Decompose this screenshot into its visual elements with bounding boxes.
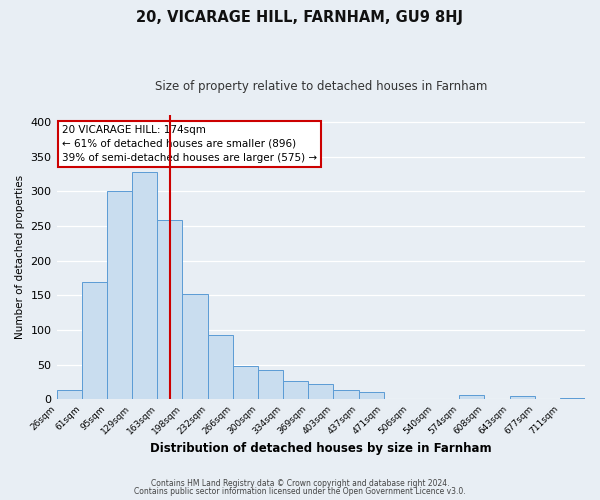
Bar bbox=[233, 366, 258, 400]
Bar bbox=[107, 192, 132, 400]
X-axis label: Distribution of detached houses by size in Farnham: Distribution of detached houses by size … bbox=[150, 442, 491, 455]
Bar bbox=[132, 172, 157, 400]
Bar bbox=[182, 294, 208, 400]
Bar bbox=[157, 220, 182, 400]
Bar bbox=[560, 398, 585, 400]
Text: Contains HM Land Registry data © Crown copyright and database right 2024.: Contains HM Land Registry data © Crown c… bbox=[151, 478, 449, 488]
Bar bbox=[82, 282, 107, 400]
Bar bbox=[459, 394, 484, 400]
Bar bbox=[56, 390, 82, 400]
Text: Contains public sector information licensed under the Open Government Licence v3: Contains public sector information licen… bbox=[134, 487, 466, 496]
Bar bbox=[359, 392, 383, 400]
Text: 20 VICARAGE HILL: 174sqm
← 61% of detached houses are smaller (896)
39% of semi-: 20 VICARAGE HILL: 174sqm ← 61% of detach… bbox=[62, 125, 317, 163]
Title: Size of property relative to detached houses in Farnham: Size of property relative to detached ho… bbox=[155, 80, 487, 93]
Text: 20, VICARAGE HILL, FARNHAM, GU9 8HJ: 20, VICARAGE HILL, FARNHAM, GU9 8HJ bbox=[137, 10, 464, 25]
Bar bbox=[258, 370, 283, 400]
Bar bbox=[308, 384, 334, 400]
Bar bbox=[208, 335, 233, 400]
Bar bbox=[509, 396, 535, 400]
Bar bbox=[334, 390, 359, 400]
Bar bbox=[283, 381, 308, 400]
Y-axis label: Number of detached properties: Number of detached properties bbox=[15, 175, 25, 340]
